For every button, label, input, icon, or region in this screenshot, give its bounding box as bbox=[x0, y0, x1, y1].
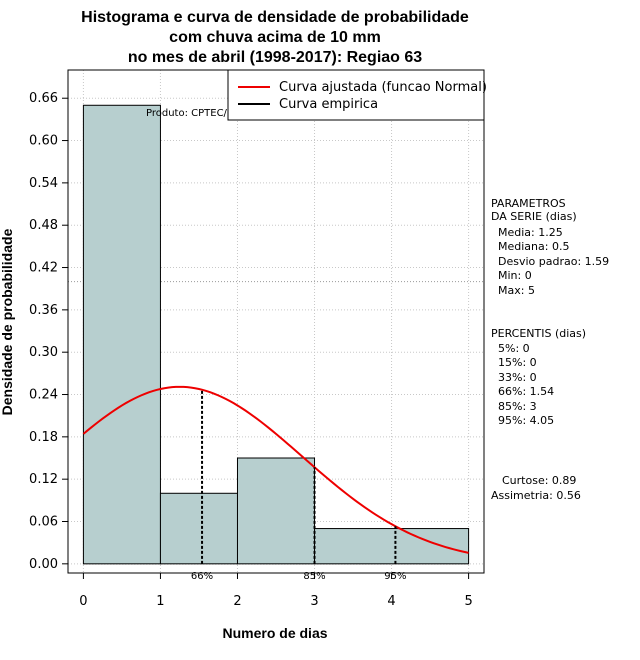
parameter-mediana: Mediana: 0.5 bbox=[498, 240, 569, 253]
percentil-15: 15%: 0 bbox=[498, 356, 537, 369]
fitted-normal-curve bbox=[82, 385, 469, 554]
percentil-5: 5%: 0 bbox=[498, 342, 530, 355]
x-tick-label-3: 3 bbox=[310, 594, 318, 609]
x-axis: 0 1 2 3 4 5 bbox=[79, 573, 473, 609]
y-tick-label-10: 0.60 bbox=[29, 134, 58, 149]
percentis-panel: PERCENTIS (dias) 5%: 0 15%: 0 33%: 0 66%… bbox=[491, 327, 586, 427]
chart-title-line-1: Histograma e curva de densidade de proba… bbox=[81, 9, 469, 26]
legend-box bbox=[227, 69, 485, 121]
y-tick-label-0: 0.00 bbox=[29, 557, 58, 572]
y-tick-label-8: 0.48 bbox=[29, 218, 58, 233]
percentil-85: 85%: 3 bbox=[498, 400, 537, 413]
percentil-95: 95%: 4.05 bbox=[498, 414, 554, 427]
percentis-heading: PERCENTIS (dias) bbox=[491, 327, 586, 340]
y-tick-label-4: 0.24 bbox=[29, 388, 58, 403]
x-tick-label-0: 0 bbox=[79, 594, 87, 609]
parameter-max: Max: 5 bbox=[498, 284, 535, 297]
parameters-heading-2: DA SERIE (dias) bbox=[491, 210, 577, 223]
product-annotation: Produto: CPTEC/INPE bbox=[146, 108, 250, 119]
y-tick-label-1: 0.06 bbox=[29, 515, 58, 530]
assimetria-value: Assimetria: 0.56 bbox=[491, 489, 581, 502]
histogram-bar-0 bbox=[82, 104, 161, 565]
percentile-label-0: 66% bbox=[191, 571, 213, 582]
parameters-panel: PARAMETROS DA SERIE (dias) Media: 1.25 M… bbox=[491, 197, 609, 297]
x-tick-label-4: 4 bbox=[387, 594, 395, 609]
shape-panel: Curtose: 0.89 Assimetria: 0.56 bbox=[491, 474, 581, 502]
histogram-bars bbox=[82, 104, 470, 565]
y-tick-label-3: 0.18 bbox=[29, 430, 58, 445]
parameter-desvio: Desvio padrao: 1.59 bbox=[498, 255, 609, 268]
histogram-bar-2 bbox=[236, 457, 316, 565]
curtose-value: Curtose: 0.89 bbox=[502, 474, 576, 487]
y-tick-label-7: 0.42 bbox=[29, 261, 58, 276]
legend: Curva ajustada (funcao Normal) Curva emp… bbox=[227, 69, 487, 121]
y-tick-label-9: 0.54 bbox=[29, 176, 58, 191]
y-tick-label-2: 0.12 bbox=[29, 472, 58, 487]
y-tick-label-11: 0.66 bbox=[29, 91, 58, 106]
parameters-heading-1: PARAMETROS bbox=[491, 197, 566, 210]
x-tick-label-5: 5 bbox=[464, 594, 472, 609]
y-axis-title: Densidade de probabilidade bbox=[0, 228, 15, 415]
parameter-min: Min: 0 bbox=[498, 269, 532, 282]
chart-title-line-2: com chuva acima de 10 mm bbox=[169, 29, 381, 46]
y-tick-label-6: 0.36 bbox=[29, 303, 58, 318]
legend-fitted-label: Curva ajustada (funcao Normal) bbox=[279, 80, 487, 95]
chart-title-line-3: no mes de abril (1998-2017): Regiao 63 bbox=[128, 49, 422, 66]
x-axis-title: Numero de dias bbox=[222, 625, 327, 641]
percentil-66: 66%: 1.54 bbox=[498, 385, 554, 398]
density-curves bbox=[82, 385, 469, 554]
parameter-media: Media: 1.25 bbox=[498, 226, 563, 239]
histogram-bar-1 bbox=[159, 492, 238, 565]
x-tick-label-1: 1 bbox=[156, 594, 164, 609]
percentile-label-2: 95% bbox=[384, 571, 406, 582]
percentil-33: 33%: 0 bbox=[498, 371, 537, 384]
x-tick-label-2: 2 bbox=[233, 594, 241, 609]
legend-empirical-label: Curva empirica bbox=[279, 97, 378, 112]
y-axis: 0.00 0.06 0.12 0.18 0.24 0.30 0.36 0.42 0.48 0.54… bbox=[29, 91, 68, 572]
y-tick-label-5: 0.30 bbox=[29, 345, 58, 360]
